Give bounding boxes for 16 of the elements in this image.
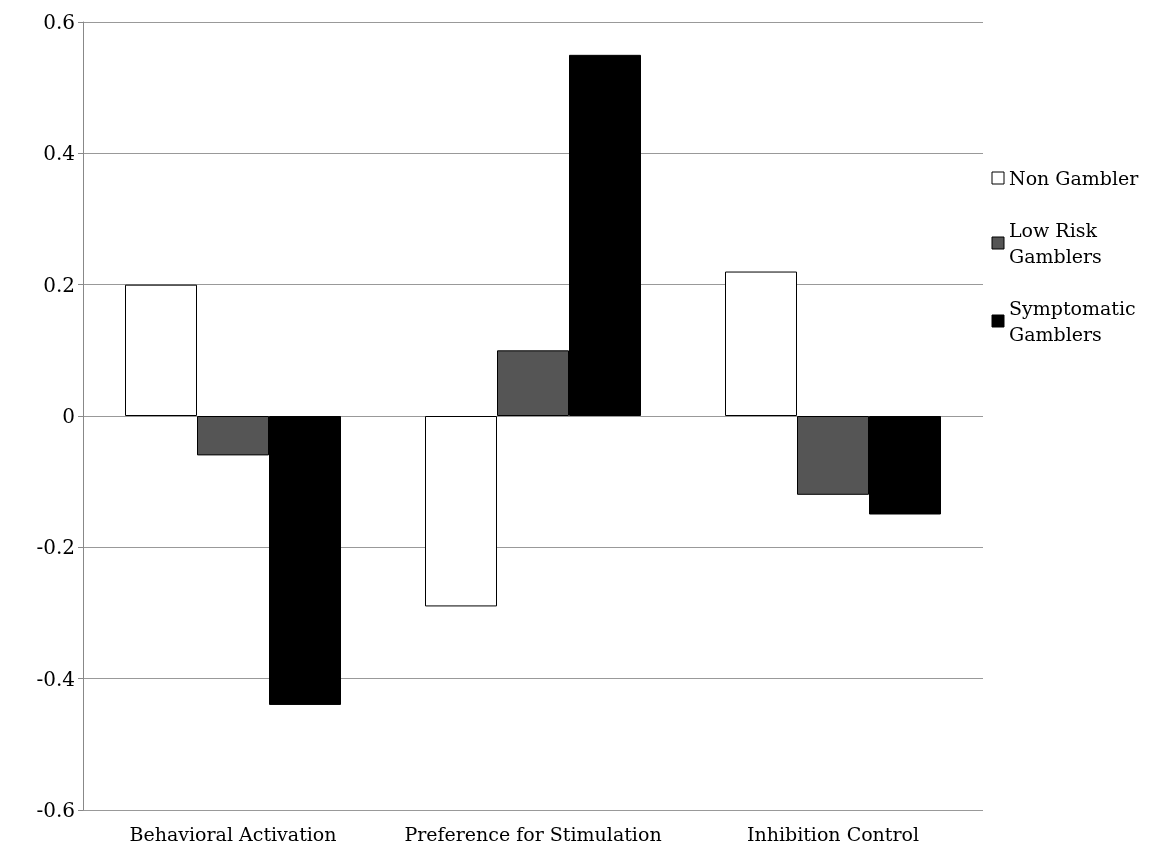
y-tick-label: -0.4 xyxy=(36,666,75,691)
y-tick-label: -0.6 xyxy=(36,798,75,822)
y-tick-label: 0 xyxy=(62,404,75,428)
y-tick-label: 0.6 xyxy=(43,10,75,34)
bar xyxy=(425,416,497,607)
x-tick-label: Behavioral Activation xyxy=(129,822,337,845)
y-tick-label: 0.2 xyxy=(43,272,75,297)
x-tick-label: Preference for Stimulation xyxy=(404,822,662,845)
legend-label: Low Risk Gamblers xyxy=(1009,219,1104,267)
bar xyxy=(125,284,197,416)
bar xyxy=(725,271,797,416)
y-tick-label: -0.2 xyxy=(36,535,75,560)
x-tick-label: Inhibition Control xyxy=(746,822,920,845)
legend-label: Non Gambler xyxy=(1009,167,1140,189)
y-tick-label: 0.4 xyxy=(43,141,75,166)
legend-label: Symptomatic Gamblers xyxy=(1009,297,1142,345)
